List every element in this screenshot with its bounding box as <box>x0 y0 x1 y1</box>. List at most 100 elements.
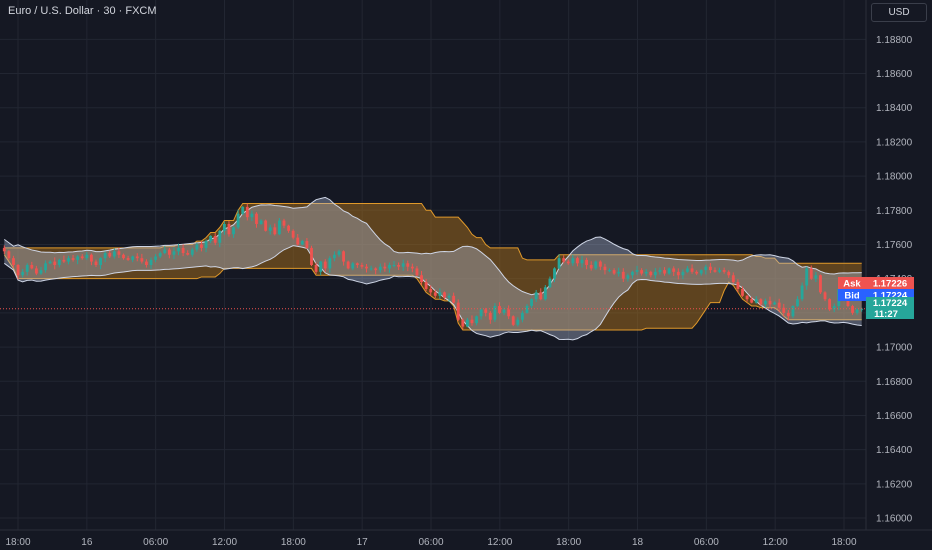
candle-body <box>48 261 52 264</box>
candle-body <box>566 261 570 264</box>
candle-body <box>112 251 116 257</box>
candle-body <box>612 270 616 274</box>
bollinger-bands <box>3 196 862 341</box>
candle-body <box>576 258 579 264</box>
candle-body <box>511 316 515 325</box>
candle-body <box>465 319 469 327</box>
ask-value: 1.17226 <box>873 279 907 290</box>
candle-body <box>204 241 208 248</box>
candle-body <box>406 263 410 267</box>
candle-body <box>213 235 217 243</box>
candle-body <box>99 258 103 265</box>
candle-body <box>21 271 25 276</box>
candle-body <box>117 251 121 255</box>
x-tick-label: 18:00 <box>281 537 306 548</box>
y-tick-label: 1.18600 <box>876 69 913 80</box>
candle-body <box>708 266 712 271</box>
y-tick-label: 1.18800 <box>876 35 913 46</box>
candle-body <box>264 220 268 231</box>
candle-body <box>181 247 185 254</box>
currency-button[interactable]: USD <box>871 3 927 22</box>
keltner-lower-line <box>3 254 862 331</box>
candle-body <box>456 302 460 320</box>
candle-body <box>695 271 699 274</box>
candle-body <box>727 271 731 276</box>
candle-body <box>154 256 158 260</box>
candle-body <box>823 292 827 300</box>
candle-body <box>44 263 47 271</box>
candle-body <box>571 258 575 264</box>
candle-body <box>383 266 387 269</box>
candle-body <box>631 271 634 276</box>
candle-body <box>814 275 818 279</box>
candle-body <box>300 241 304 245</box>
candle-body <box>796 299 799 307</box>
candle-body <box>516 319 520 325</box>
candle-body <box>227 223 231 235</box>
candle-body <box>649 271 653 276</box>
candle-body <box>94 261 98 265</box>
candle-body <box>245 206 249 218</box>
candle-body <box>369 268 373 270</box>
candle-body <box>291 230 295 238</box>
candle-body <box>644 271 648 274</box>
candle-body <box>493 306 497 320</box>
candle-body <box>534 292 538 300</box>
candle-body <box>690 268 694 272</box>
last-price-bg <box>866 297 914 319</box>
candle-body <box>57 259 61 265</box>
candle-body <box>273 227 277 235</box>
candle-body <box>718 270 721 272</box>
candle-body <box>122 254 125 259</box>
candle-body <box>222 223 226 231</box>
candle-body <box>713 270 717 272</box>
candle-body <box>323 261 327 269</box>
candle-body <box>360 265 364 267</box>
x-tick-label: 12:00 <box>212 537 237 548</box>
price-badges: Ask 1.17226 Bid 1.17224 1.17224 11:27 <box>838 277 914 320</box>
chart-title: Euro / U.S. Dollar · 30 · FXCM <box>8 5 157 17</box>
ask-label: Ask <box>843 279 861 290</box>
candle-body <box>447 295 451 298</box>
candle-body <box>277 220 281 235</box>
candle-body <box>635 270 639 272</box>
candle-body <box>186 253 190 255</box>
candle-body <box>548 278 552 288</box>
candle-body <box>479 309 483 317</box>
candle-body <box>438 292 442 296</box>
candle-body <box>741 288 744 296</box>
candle-body <box>12 258 15 265</box>
candle-body <box>232 227 235 235</box>
candle-body <box>346 261 350 269</box>
x-tick-label: 16 <box>81 537 93 548</box>
candle-body <box>589 265 593 269</box>
candle-body <box>585 259 589 265</box>
candle-body <box>461 319 465 327</box>
candle-body <box>67 258 70 262</box>
candle-body <box>603 266 607 271</box>
bollinger-upper-line <box>3 196 862 296</box>
candle-body <box>158 253 162 257</box>
keltner-upper-line <box>4 202 862 264</box>
candle-body <box>287 225 290 231</box>
candle-body <box>250 213 254 218</box>
candle-body <box>681 271 685 276</box>
candle-body <box>30 265 34 269</box>
candle-body <box>520 312 524 320</box>
candle-body <box>314 265 318 272</box>
candle-body <box>241 206 245 214</box>
candle-body <box>310 247 313 265</box>
candle-body <box>388 265 391 269</box>
candle-body <box>296 237 300 245</box>
bollinger-fill <box>4 197 862 340</box>
x-tick-label: 18:00 <box>556 537 581 548</box>
time-axis[interactable]: 18:00 16 06:00 12:00 18:00 17 06:00 12:00 18:00 1… <box>5 537 856 548</box>
candle-body <box>410 266 414 269</box>
last-price-value: 1.17224 <box>873 298 908 309</box>
candle-body <box>470 319 474 324</box>
candle-body <box>236 213 240 228</box>
candle-body <box>475 316 478 324</box>
candle-body <box>433 292 437 296</box>
candle-body <box>539 292 543 300</box>
